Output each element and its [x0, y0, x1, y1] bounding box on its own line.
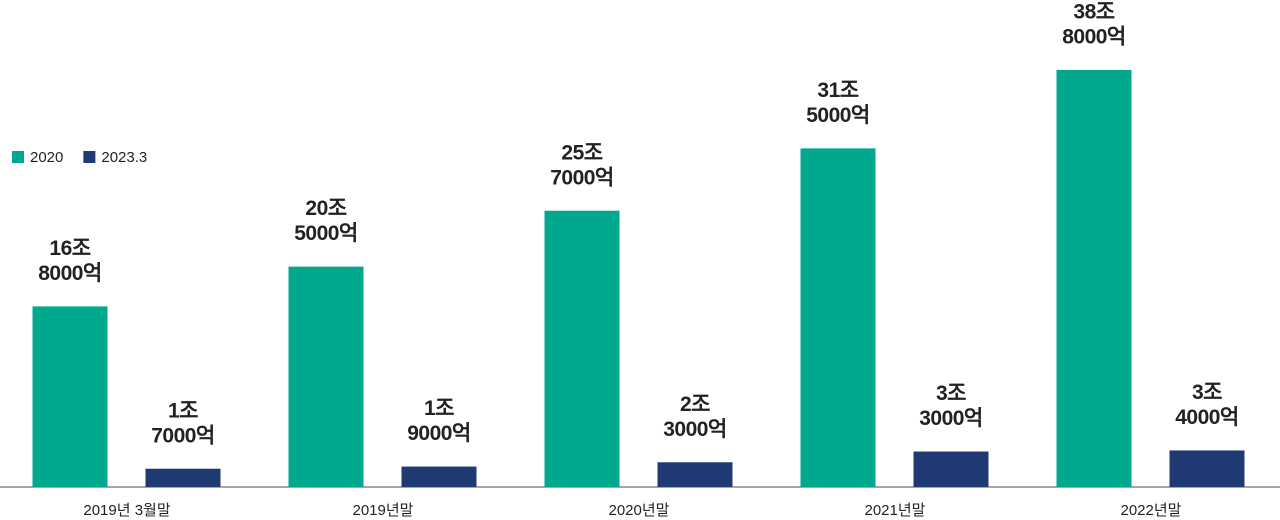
value-label: 7000억	[550, 166, 614, 189]
x-tick-label: 2019년 3월말	[83, 502, 170, 519]
x-tick-label: 2020년말	[609, 502, 670, 519]
legend-label: 2020	[30, 149, 63, 166]
value-label: 4000억	[1175, 406, 1239, 429]
value-label: 3000억	[663, 418, 727, 441]
value-label: 20조	[305, 197, 346, 220]
bar	[401, 466, 477, 487]
value-label: 5000억	[294, 222, 358, 245]
value-label: 1조	[424, 397, 454, 420]
value-label: 31조	[817, 79, 858, 102]
bar	[544, 210, 620, 487]
value-label: 1조	[168, 399, 198, 422]
legend-label: 2023.3	[101, 149, 147, 166]
legend-swatch	[12, 151, 24, 163]
x-tick-label: 2022년말	[1121, 502, 1182, 519]
value-label: 3000억	[919, 407, 983, 430]
bar	[1169, 450, 1245, 487]
value-label: 2조	[680, 393, 710, 416]
value-label: 25조	[561, 141, 602, 164]
value-label: 8000억	[1062, 25, 1126, 48]
value-label: 38조	[1073, 0, 1114, 23]
value-label: 3조	[936, 382, 966, 405]
value-label: 3조	[1192, 381, 1222, 404]
bar	[32, 306, 108, 487]
bar	[1056, 69, 1132, 488]
bar	[913, 451, 989, 487]
value-label: 9000억	[407, 422, 471, 445]
bar	[145, 468, 221, 487]
value-label: 5000억	[806, 104, 870, 127]
value-label: 16조	[49, 237, 90, 260]
bar	[657, 462, 733, 487]
x-tick-label: 2021년말	[865, 502, 926, 519]
bar	[800, 148, 876, 487]
legend-swatch	[83, 151, 96, 163]
value-label: 8000억	[38, 262, 102, 285]
value-label: 7000억	[151, 424, 215, 447]
x-tick-label: 2019년말	[353, 502, 414, 519]
bar	[288, 266, 364, 487]
